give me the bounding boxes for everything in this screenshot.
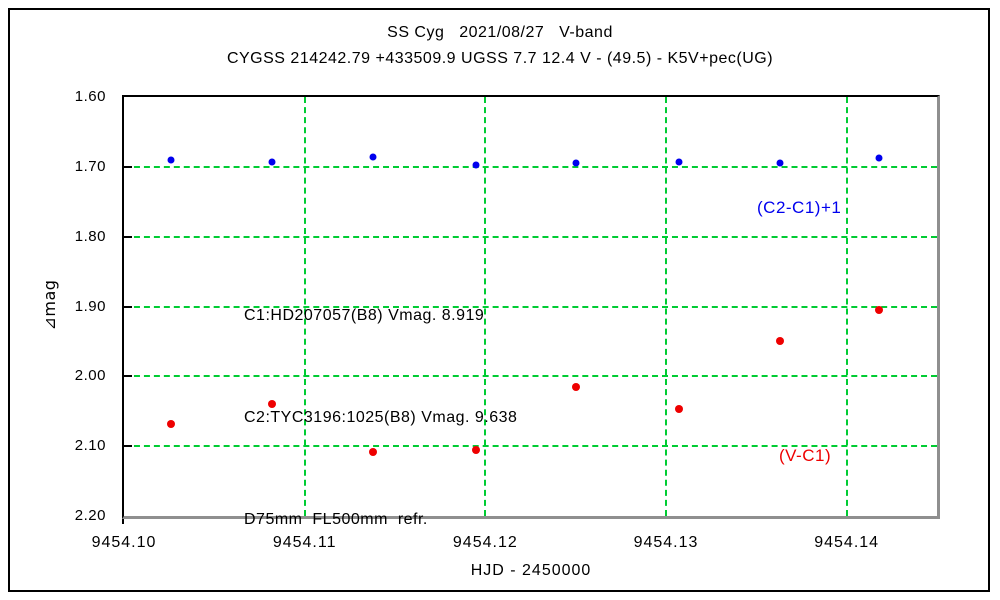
- data-point-c2c1: [875, 154, 883, 162]
- y-tick-label: 1.90: [74, 297, 106, 315]
- horizontal-gridline: [124, 235, 937, 238]
- horizontal-gridline: [124, 375, 937, 378]
- data-point-c2c1: [268, 158, 276, 166]
- data-point-c2c1: [572, 159, 580, 167]
- y-axis-tick: [124, 445, 132, 448]
- data-point-vc1: [268, 400, 277, 409]
- y-axis-tick: [124, 235, 132, 238]
- legend-label-c2c1: (C2-C1)+1: [757, 198, 842, 217]
- y-tick-label: 2.20: [74, 507, 106, 524]
- axis-corner-tick: [122, 519, 124, 524]
- chart-title: SS Cyg 2021/08/27 V-band: [387, 24, 613, 41]
- horizontal-gridline: [124, 445, 937, 448]
- y-axis-tick: [124, 305, 132, 308]
- x-axis-title: HJD - 2450000: [470, 562, 592, 579]
- x-tick-label: 9454.11: [272, 534, 337, 551]
- y-tick-label: 1.60: [74, 88, 106, 105]
- plot-area: [122, 95, 940, 519]
- data-point-vc1: [472, 446, 481, 455]
- y-axis-tick: [124, 165, 132, 168]
- horizontal-gridline: [124, 305, 937, 308]
- y-tick-label: 1.70: [74, 157, 106, 175]
- data-point-vc1: [875, 305, 884, 314]
- image-border: [8, 8, 990, 592]
- y-tick-label: 2.00: [74, 367, 106, 385]
- data-point-vc1: [571, 382, 580, 391]
- data-point-c2c1: [776, 159, 784, 167]
- chart-subtitle: CYGSS 214242.79 +433509.9 UGSS 7.7 12.4 …: [226, 50, 774, 67]
- x-tick-label: 9454.13: [633, 534, 699, 551]
- data-point-vc1: [775, 336, 784, 345]
- data-point-c2c1: [472, 161, 480, 169]
- legend-label-vc1: (V-C1): [779, 446, 832, 465]
- annotation-line-c1: C1:HD207057(B8) Vmag. 8.919: [244, 307, 485, 324]
- y-axis-tick: [124, 375, 132, 378]
- annotation-block: C1:HD207057(B8) Vmag. 8.919 C2:TYC3196:1…: [244, 231, 517, 600]
- x-tick-label: 9454.12: [452, 534, 518, 551]
- y-tick-label: 2.10: [74, 437, 106, 455]
- data-point-vc1: [166, 419, 175, 428]
- annotation-line-c2: C2:TYC3196:1025(B8) Vmag. 9.638: [244, 409, 518, 426]
- data-point-c2c1: [675, 158, 683, 166]
- horizontal-gridline: [124, 165, 937, 168]
- annotation-line-telescope: D75mm FL500mm refr.: [244, 511, 428, 528]
- data-point-c2c1: [167, 156, 175, 164]
- x-tick-label: 9454.14: [814, 534, 880, 551]
- x-tick-label: 9454.10: [91, 534, 157, 551]
- y-tick-label: 1.80: [74, 227, 106, 245]
- data-point-vc1: [369, 447, 378, 456]
- data-point-c2c1: [369, 153, 377, 161]
- data-point-vc1: [674, 405, 683, 414]
